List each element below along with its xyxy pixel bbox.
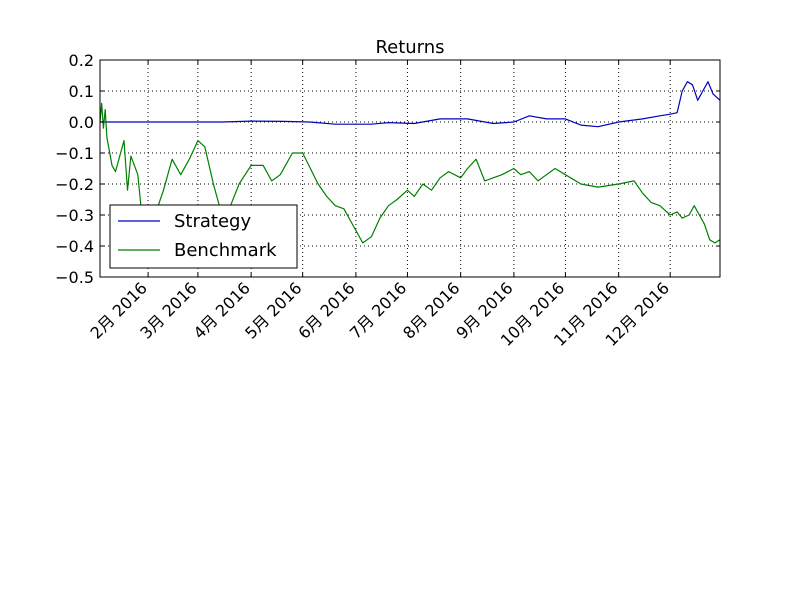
legend: Strategy Benchmark <box>109 204 298 269</box>
y-tick-label: −0.1 <box>55 144 94 163</box>
legend-box <box>109 204 298 269</box>
y-tick-label: −0.2 <box>55 175 94 194</box>
y-tick-label: 0.2 <box>69 51 94 70</box>
chart-title: Returns <box>375 37 444 58</box>
y-tick-label: −0.3 <box>55 206 94 225</box>
plot-frame <box>99 59 721 278</box>
legend-label-benchmark: Benchmark <box>174 240 277 261</box>
y-tick-label: −0.5 <box>55 268 94 287</box>
y-tick-label: −0.4 <box>55 237 94 256</box>
series-line-strategy <box>100 81 721 128</box>
y-tick-label: 0.0 <box>69 113 94 132</box>
legend-label-strategy: Strategy <box>174 211 251 232</box>
y-tick-label: 0.1 <box>69 82 94 101</box>
